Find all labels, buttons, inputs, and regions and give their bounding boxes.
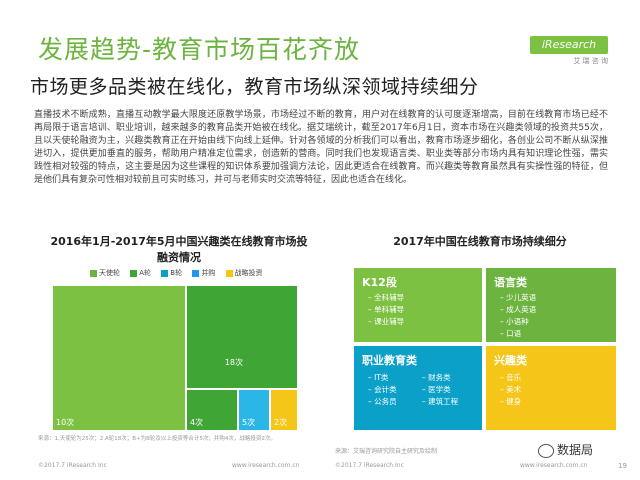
treemap-label-a-round: 18次 (224, 358, 243, 367)
segment-interest-item: 美术 (500, 384, 521, 396)
segment-language-item: 成人英语 (500, 304, 536, 316)
left-chart-note: 来源：1.天使轮为25次；2.A轮18次；B+为B轮及以上投资等合计5次；并购4… (38, 436, 276, 442)
segment-k12-list: 全科辅导 单科辅导 课业辅导 (368, 292, 404, 328)
wechat-icon (538, 443, 554, 458)
left-chart-title: 2016年1月-2017年5月中国兴趣类在线教育市场投融资情况 (50, 235, 308, 264)
treemap-block-acquisition: 5次 (238, 389, 270, 431)
page-number: 19 (618, 462, 627, 470)
wechat-watermark: 数据局 (538, 441, 593, 458)
logo-subtext: 艾 瑞 咨 询 (573, 57, 608, 65)
segment-k12-item: 单科辅导 (368, 304, 404, 316)
page-title: 发展趋势-教育市场百花齐放 (38, 35, 361, 64)
body-paragraph: 直播技术不断成熟，直播互动教学最大限度还原教学场景，市场经过不断的教育，用户对在… (34, 110, 608, 185)
segment-language-item: 小语种 (500, 316, 536, 328)
legend-item-strategic: 战略投资 (225, 268, 263, 278)
treemap-label-strategic: 2次 (274, 418, 288, 427)
right-chart-source: 来源：艾瑞咨询研究院自主研究及绘制 (335, 448, 438, 455)
treemap-label-b-round: 4次 (190, 418, 204, 427)
segment-career: 职业教育类 IT类 会计类 公务员 财务类 医学类 建筑工程 (352, 344, 484, 432)
right-url: www.iresearch.com.cn (520, 462, 588, 469)
legend-item-b-round: B轮 (161, 268, 182, 278)
treemap-legend: 天使轮 A轮 B轮 并购 战略投资 (90, 268, 271, 278)
segment-career-item: IT类 (368, 372, 397, 384)
logo-text: iResearch (530, 36, 608, 54)
right-chart-title: 2017年中国在线教育市场持续细分 (393, 235, 567, 248)
segment-career-list-b: 财务类 医学类 建筑工程 (422, 372, 458, 408)
segment-language: 语言类 少儿英语 成人英语 小语种 口语 (484, 266, 618, 344)
legend-item-acquisition: 并购 (192, 268, 215, 278)
segment-career-item: 会计类 (368, 384, 397, 396)
segment-career-item: 医学类 (422, 384, 458, 396)
right-copyright: ©2017.7 iResearch Inc (335, 462, 404, 469)
treemap-label-acquisition: 5次 (242, 418, 256, 427)
left-copyright: ©2017.7 iResearch Inc (38, 462, 107, 469)
treemap-block-angel: 10次 (52, 285, 186, 431)
segment-k12: K12段 全科辅导 单科辅导 课业辅导 (352, 266, 484, 344)
treemap-label-angel: 10次 (56, 418, 75, 427)
segment-k12-item: 课业辅导 (368, 316, 404, 328)
page-subtitle: 市场更多品类被在线化，教育市场纵深领域持续细分 (30, 76, 479, 98)
segment-language-item: 口语 (500, 328, 536, 340)
segment-interest-list: 音乐 美术 健身 (500, 372, 521, 408)
wechat-account: 数据局 (557, 443, 594, 457)
segment-k12-title: K12段 (362, 276, 397, 289)
segment-career-list-a: IT类 会计类 公务员 (368, 372, 397, 408)
segment-language-item: 少儿英语 (500, 292, 536, 304)
segment-interest-title: 兴趣类 (494, 354, 527, 367)
segment-language-title: 语言类 (494, 276, 527, 289)
segment-career-title: 职业教育类 (362, 354, 417, 367)
segment-career-item: 公务员 (368, 396, 397, 408)
segment-panel: K12段 全科辅导 单科辅导 课业辅导 语言类 少儿英语 成人英语 小语种 口语… (352, 266, 618, 432)
legend-item-angel: 天使轮 (90, 268, 120, 278)
legend-item-a-round: A轮 (130, 268, 151, 278)
segment-k12-item: 全科辅导 (368, 292, 404, 304)
iresearch-logo: iResearch 艾 瑞 咨 询 (530, 36, 608, 65)
segment-career-item: 建筑工程 (422, 396, 458, 408)
treemap-block-b-round: 4次 (186, 389, 238, 431)
segment-interest-item: 健身 (500, 396, 521, 408)
segment-interest-item: 音乐 (500, 372, 521, 384)
segment-language-list: 少儿英语 成人英语 小语种 口语 (500, 292, 536, 340)
segment-interest: 兴趣类 音乐 美术 健身 (484, 344, 618, 432)
treemap-block-a-round: 18次 (186, 285, 298, 389)
treemap-block-strategic: 2次 (270, 389, 298, 431)
segment-career-item: 财务类 (422, 372, 458, 384)
left-url: www.iresearch.com.cn (232, 462, 300, 469)
investment-treemap: 10次 18次 4次 5次 2次 (52, 285, 298, 431)
